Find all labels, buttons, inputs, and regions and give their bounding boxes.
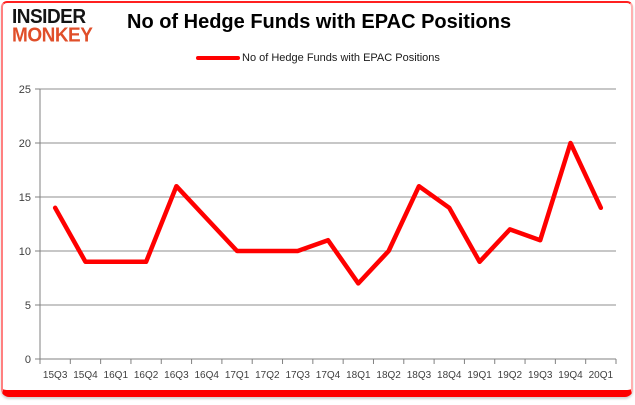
x-tick-label: 20Q1 <box>589 370 614 381</box>
x-tick-label: 18Q4 <box>437 370 462 381</box>
legend-label: No of Hedge Funds with EPAC Positions <box>242 52 440 64</box>
y-tick-label: 25 <box>19 84 31 96</box>
x-tick-label: 17Q1 <box>225 370 250 381</box>
y-tick-label: 10 <box>19 246 31 258</box>
logo-line-monkey: MONKEY <box>12 24 93 48</box>
x-tick-label: 16Q3 <box>164 370 189 381</box>
logo-line-insider: INSIDER <box>12 5 86 29</box>
legend: No of Hedge Funds with EPAC Positions <box>196 52 440 64</box>
x-tick-label: 19Q2 <box>498 370 523 381</box>
x-tick-label: 19Q3 <box>528 370 553 381</box>
legend-line-swatch <box>196 56 240 60</box>
y-tick-label: 5 <box>25 300 31 312</box>
x-tick-label: 17Q4 <box>316 370 341 381</box>
x-tick-label: 16Q1 <box>104 370 129 381</box>
chart-title: No of Hedge Funds with EPAC Positions <box>127 11 512 33</box>
x-tick-label: 19Q4 <box>558 370 583 381</box>
x-tick-label: 16Q4 <box>195 370 220 381</box>
x-tick-label: 15Q3 <box>43 370 68 381</box>
x-tick-label: 15Q4 <box>73 370 98 381</box>
x-tick-label: 18Q3 <box>407 370 432 381</box>
x-tick-label: 18Q1 <box>346 370 371 381</box>
series-line <box>52 140 604 286</box>
x-tick-label: 17Q2 <box>255 370 280 381</box>
x-tick-label: 16Q2 <box>134 370 159 381</box>
x-tick-label: 19Q1 <box>467 370 492 381</box>
x-tick-label: 17Q3 <box>285 370 310 381</box>
insider-monkey-logo: INSIDER MONKEY <box>12 5 93 48</box>
x-tick-label: 18Q2 <box>376 370 401 381</box>
y-tick-label: 0 <box>25 354 31 366</box>
y-tick-label: 15 <box>19 192 31 204</box>
y-tick-label: 20 <box>19 138 31 150</box>
